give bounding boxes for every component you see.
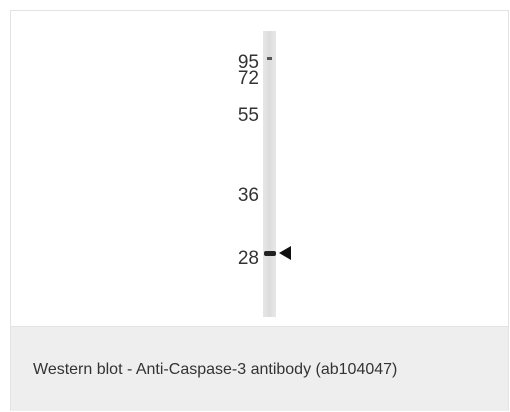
image-card: 95 72 55 36 28 Western blot - Anti-Caspa… (10, 10, 509, 411)
marker-label: 36 (238, 185, 259, 206)
blot-image: 95 72 55 36 28 (11, 11, 508, 325)
page: 95 72 55 36 28 Western blot - Anti-Caspa… (0, 0, 510, 412)
lane (263, 31, 276, 317)
marker-label: 72 (238, 68, 259, 89)
band (264, 251, 276, 256)
caption: Western blot - Anti-Caspase-3 antibody (… (33, 361, 397, 379)
marker-label: 28 (238, 248, 259, 269)
caption-bar: Western blot - Anti-Caspase-3 antibody (… (11, 326, 508, 411)
arrow (279, 246, 291, 260)
marker-label: 55 (238, 105, 259, 126)
marker-dot (267, 57, 272, 60)
